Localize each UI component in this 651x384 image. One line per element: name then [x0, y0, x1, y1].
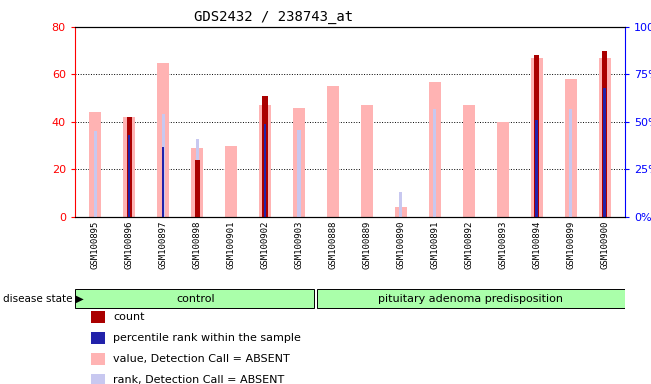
Bar [157, 63, 169, 217]
Bar [128, 135, 130, 217]
Bar [259, 105, 271, 217]
Bar [127, 117, 132, 217]
Text: control: control [176, 293, 215, 304]
Text: GSM100903: GSM100903 [294, 220, 303, 269]
Bar [264, 124, 266, 217]
Text: GSM100898: GSM100898 [193, 220, 202, 269]
Bar [603, 88, 606, 217]
Text: GSM100899: GSM100899 [566, 220, 575, 269]
Text: GSM100889: GSM100889 [363, 220, 371, 269]
Text: pituitary adenoma predisposition: pituitary adenoma predisposition [378, 293, 562, 304]
Bar [298, 129, 301, 217]
Text: rank, Detection Call = ABSENT: rank, Detection Call = ABSENT [113, 375, 284, 384]
Bar [569, 109, 572, 217]
Bar [191, 148, 203, 217]
Bar [293, 108, 305, 217]
Bar [535, 120, 538, 217]
Text: GSM100902: GSM100902 [260, 220, 270, 269]
Bar [434, 109, 436, 217]
Text: GSM100893: GSM100893 [498, 220, 507, 269]
Text: GSM100894: GSM100894 [532, 220, 541, 269]
Bar [429, 81, 441, 217]
Bar [161, 114, 165, 217]
Bar [603, 88, 606, 217]
Bar [264, 129, 266, 217]
Bar [361, 105, 373, 217]
Text: percentile rank within the sample: percentile rank within the sample [113, 333, 301, 343]
Text: GSM100900: GSM100900 [600, 220, 609, 269]
Text: disease state ▶: disease state ▶ [3, 293, 84, 304]
Text: GSM100895: GSM100895 [90, 220, 100, 269]
Text: GSM100891: GSM100891 [430, 220, 439, 269]
Text: GSM100888: GSM100888 [329, 220, 337, 269]
Bar [195, 139, 199, 217]
Bar [564, 79, 577, 217]
Bar [535, 120, 538, 217]
Bar [262, 96, 268, 217]
Bar [123, 117, 135, 217]
Text: GDS2432 / 238743_at: GDS2432 / 238743_at [194, 10, 353, 23]
Bar [395, 207, 407, 217]
Bar [399, 192, 402, 217]
Bar [602, 51, 607, 217]
Text: GSM100901: GSM100901 [227, 220, 236, 269]
FancyBboxPatch shape [317, 289, 625, 308]
Bar [599, 58, 611, 217]
Text: count: count [113, 312, 145, 322]
Bar [162, 147, 165, 217]
Text: GSM100890: GSM100890 [396, 220, 406, 269]
Bar [497, 122, 508, 217]
Bar [463, 105, 475, 217]
Bar [531, 58, 543, 217]
Text: GSM100892: GSM100892 [464, 220, 473, 269]
Bar [225, 146, 237, 217]
Bar [327, 86, 339, 217]
Text: value, Detection Call = ABSENT: value, Detection Call = ABSENT [113, 354, 290, 364]
Text: GSM100896: GSM100896 [125, 220, 133, 269]
Bar [94, 131, 97, 217]
Bar [195, 160, 200, 217]
Text: GSM100897: GSM100897 [159, 220, 168, 269]
Bar [89, 113, 101, 217]
Bar [534, 55, 539, 217]
FancyBboxPatch shape [75, 289, 314, 308]
